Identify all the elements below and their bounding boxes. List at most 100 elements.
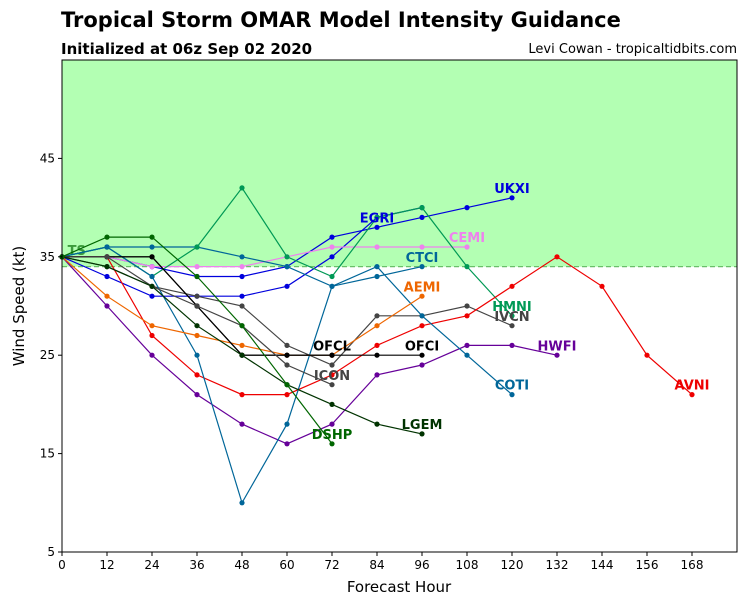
data-point-hwfi [464, 342, 470, 348]
data-point-ukxi [419, 214, 425, 220]
data-point-hmni [509, 313, 515, 319]
data-point-ofcl [284, 352, 290, 358]
x-tick-label: 48 [234, 558, 249, 572]
data-point-hmni [194, 244, 200, 250]
data-point-hmni [239, 185, 245, 191]
x-tick-label: 108 [456, 558, 479, 572]
data-point-avni [644, 352, 650, 358]
data-point-hwfi [284, 441, 290, 447]
data-point-icon [104, 254, 110, 260]
data-point-dshp [104, 234, 110, 240]
x-tick-label: 132 [546, 558, 569, 572]
data-point-hmni [329, 273, 335, 280]
chart-title: Tropical Storm OMAR Model Intensity Guid… [61, 8, 621, 32]
series-label-cemi: CEMI [449, 231, 485, 246]
chart-credit: Levi Cowan - tropicaltidbits.com [528, 42, 737, 57]
data-point-coti [464, 352, 470, 358]
data-point-ctci [374, 273, 380, 280]
data-point-icon [194, 303, 200, 309]
data-point-cemi [149, 264, 155, 270]
data-point-lgem [419, 431, 425, 437]
y-tick-label: 45 [40, 151, 55, 165]
data-point-egri [329, 254, 335, 260]
data-point-avni [194, 372, 200, 378]
x-tick-label: 60 [279, 558, 294, 572]
data-point-hmni [284, 254, 290, 260]
data-point-coti [329, 283, 335, 289]
tropical-storm-shading [62, 60, 737, 267]
axes-group: 0 12 24 36 48 60 72 84 96 108 120 132 144 156 168 5 15 25… [40, 59, 738, 572]
data-point-ofci [374, 352, 380, 358]
data-point-hwfi [239, 421, 245, 427]
data-point-dshp [239, 323, 245, 329]
data-point-coti [194, 352, 200, 358]
data-point-avni [689, 392, 695, 398]
data-point-lgem [149, 283, 155, 289]
data-point-ukxi [374, 224, 380, 230]
data-point-coti [419, 313, 425, 319]
data-point-ivcn [329, 362, 335, 368]
data-point-avni [509, 283, 515, 289]
series-label-icon: ICON [314, 369, 350, 384]
x-tick-label: 84 [369, 558, 384, 572]
plot-background [62, 60, 737, 552]
data-point-cemi [374, 244, 380, 250]
data-point-ivcn [239, 303, 245, 309]
data-point-dshp [284, 382, 290, 388]
data-point-coti [149, 273, 155, 280]
data-point-hwfi [509, 342, 515, 348]
data-point-coti [374, 264, 380, 270]
data-point-ukxi [239, 273, 245, 280]
data-point-ctci [419, 264, 425, 270]
data-point-lgem [374, 421, 380, 427]
data-point-ivcn [284, 342, 290, 348]
data-point-cemi [419, 244, 425, 250]
x-tick-label: 156 [636, 558, 659, 572]
data-point-dshp [329, 441, 335, 447]
data-point-ukxi [509, 195, 515, 201]
data-point-ctci [284, 264, 290, 270]
series-label-egri: EGRI [360, 211, 394, 226]
series-label-ivcn: IVCN [494, 310, 529, 325]
series-label-hwfi: HWFI [538, 339, 577, 354]
series-label-dshp: DSHP [312, 428, 353, 443]
x-tick-label: 24 [144, 558, 159, 572]
data-point-cemi [194, 264, 200, 270]
series-label-coti: COTI [495, 379, 529, 394]
data-point-avni [419, 323, 425, 329]
data-point-ctci [149, 244, 155, 250]
x-tick-label: 120 [501, 558, 524, 572]
data-point-aemi [419, 293, 425, 299]
x-tick-label: 0 [58, 558, 66, 572]
data-point-hmni [464, 264, 470, 270]
data-point-hwfi [194, 392, 200, 398]
y-tick-label: 25 [40, 348, 55, 362]
data-point-ivcn [509, 323, 515, 329]
data-point-egri [149, 293, 155, 299]
y-tick-label: 35 [40, 250, 55, 264]
series-label-hmni: HMNI [492, 300, 532, 315]
data-point-avni [464, 313, 470, 319]
data-point-hwfi [329, 421, 335, 427]
data-point-lgem [329, 401, 335, 407]
x-tick-label: 168 [681, 558, 704, 572]
series-label-aemi: AEMI [404, 280, 441, 295]
data-point-ofcl [149, 254, 155, 260]
data-point-avni [554, 254, 560, 260]
data-point-hmni [374, 214, 380, 220]
data-point-aemi [149, 323, 155, 329]
x-tick-label: 96 [414, 558, 429, 572]
x-tick-label: 12 [99, 558, 114, 572]
data-point-avni [599, 283, 605, 289]
data-point-cemi [329, 244, 335, 250]
data-point-egri [104, 273, 110, 280]
series-line-hwfi [61, 256, 558, 445]
series-label-ofci: OFCI [405, 339, 439, 354]
data-point-hwfi [104, 303, 110, 309]
data-point-avni [284, 392, 290, 398]
series-label-ctci: CTCI [406, 251, 439, 266]
data-point-lgem [194, 323, 200, 329]
data-point-hwfi [149, 352, 155, 358]
